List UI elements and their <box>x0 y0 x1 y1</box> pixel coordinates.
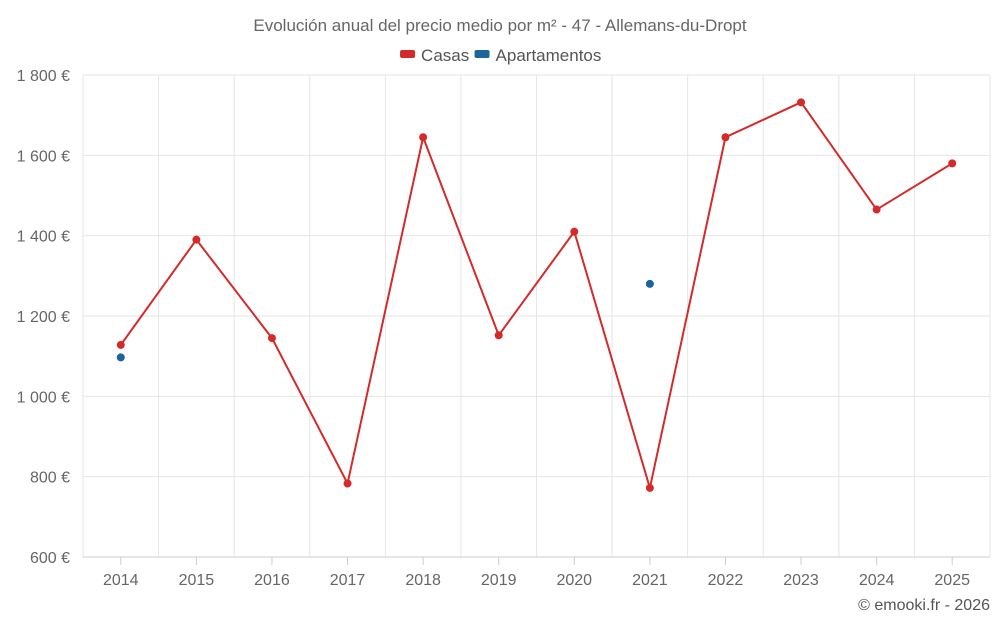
data-point[interactable] <box>645 279 654 288</box>
data-point[interactable] <box>267 334 276 343</box>
data-point[interactable] <box>116 340 125 349</box>
y-tick-label: 1 200 € <box>17 309 70 326</box>
y-tick-label: 1 000 € <box>17 389 70 406</box>
grid <box>82 74 991 557</box>
legend-item-apartamentos[interactable]: Apartamentos <box>474 46 602 65</box>
legend-label: Casas <box>421 46 469 65</box>
data-point[interactable] <box>721 133 730 142</box>
data-point[interactable] <box>948 159 957 168</box>
data-point[interactable] <box>797 98 806 107</box>
chart-title: Evolución anual del precio medio por m² … <box>253 16 747 35</box>
x-tick-label: 2016 <box>254 572 290 589</box>
data-point[interactable] <box>192 235 201 244</box>
series-casas <box>116 98 957 492</box>
legend-swatch <box>474 50 490 58</box>
x-tick-label: 2022 <box>708 572 744 589</box>
series-line <box>119 101 953 489</box>
data-point[interactable] <box>419 133 428 142</box>
series-apartamentos <box>116 279 654 362</box>
data-point[interactable] <box>343 479 352 488</box>
x-tick-label: 2020 <box>556 572 592 589</box>
x-tick-label: 2014 <box>103 572 139 589</box>
data-point[interactable] <box>570 227 579 236</box>
y-tick-label: 1 400 € <box>17 229 70 246</box>
series <box>116 98 957 492</box>
data-point[interactable] <box>645 483 654 492</box>
data-point[interactable] <box>116 353 125 362</box>
data-point[interactable] <box>872 205 881 214</box>
legend: Casas Apartamentos <box>400 46 601 65</box>
x-tick-label: 2019 <box>481 572 517 589</box>
legend-label: Apartamentos <box>496 46 602 65</box>
x-tick-label: 2018 <box>405 572 441 589</box>
y-tick-label: 600 € <box>30 550 70 567</box>
x-tick-label: 2021 <box>632 572 668 589</box>
y-tick-label: 800 € <box>30 470 70 487</box>
footer-credit: © emooki.fr - 2026 <box>858 597 990 614</box>
legend-swatch <box>400 50 416 58</box>
x-tick-label: 2024 <box>859 572 895 589</box>
x-tick-label: 2023 <box>783 572 819 589</box>
y-tick-label: 1 600 € <box>17 148 70 165</box>
x-tick-label: 2025 <box>934 572 970 589</box>
data-point[interactable] <box>494 331 503 340</box>
x-tick-label: 2015 <box>179 572 215 589</box>
x-tick-label: 2017 <box>330 572 366 589</box>
legend-item-casas[interactable]: Casas <box>400 46 469 65</box>
axes: 600 € 800 € 1 000 € 1 200 € 1 400 € 1 600 € 1 … <box>17 68 990 589</box>
y-tick-label: 1 800 € <box>17 68 70 85</box>
